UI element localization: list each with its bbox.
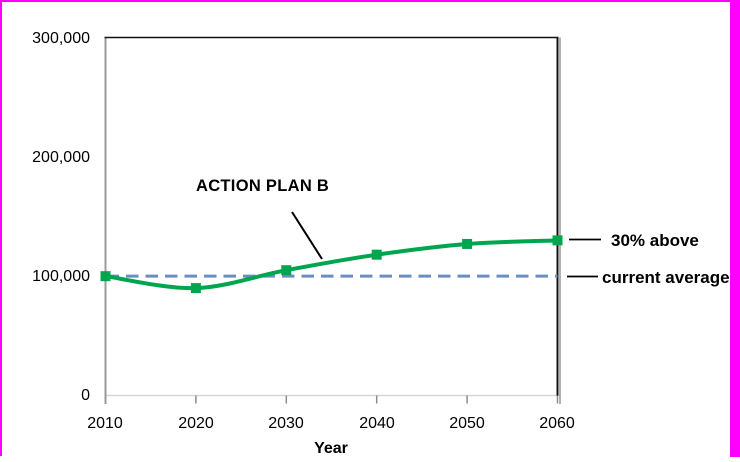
frame-border-right <box>730 0 740 457</box>
frame-border-top <box>0 0 740 2</box>
x-tick-label-2050: 2050 <box>449 415 485 432</box>
end-value-label: 30% above <box>611 231 699 250</box>
x-axis-title: Year <box>314 440 348 457</box>
x-tick-label-2040: 2040 <box>359 415 395 432</box>
x-tick-label-2010: 2010 <box>87 415 123 432</box>
reference-line-label: current average <box>602 268 730 287</box>
y-tick-label-0: 0 <box>81 387 90 404</box>
x-tick-label-2060: 2060 <box>539 415 575 432</box>
y-tick-label-300000: 300,000 <box>32 30 90 47</box>
y-tick-label-100000: 100,000 <box>32 268 90 285</box>
frame-border-left <box>0 0 2 456</box>
x-tick-label-2020: 2020 <box>178 415 214 432</box>
y-tick-label-200000: 200,000 <box>32 149 90 166</box>
x-tick-label-2030: 2030 <box>268 415 304 432</box>
series-annotation-label: ACTION PLAN B <box>196 177 330 195</box>
